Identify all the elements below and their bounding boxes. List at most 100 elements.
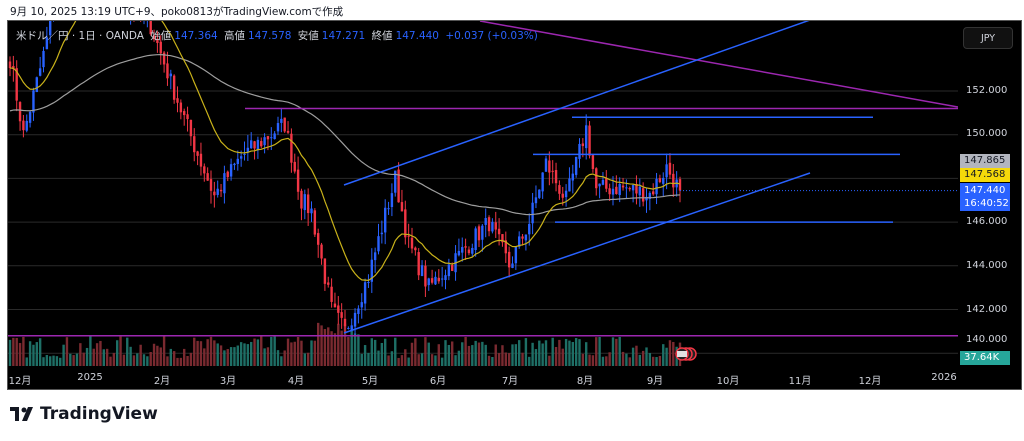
candle-body xyxy=(229,164,233,177)
candle-body xyxy=(263,137,266,146)
volume-bar xyxy=(507,353,511,366)
volume-bar xyxy=(414,338,417,366)
candle-body xyxy=(501,234,504,243)
candle-body xyxy=(625,187,628,189)
price-tick: 150.000 xyxy=(966,128,1008,139)
candle-body xyxy=(578,143,581,159)
volume-bar xyxy=(79,343,82,366)
volume-bar xyxy=(333,333,337,366)
volume-bar xyxy=(85,347,89,366)
candle-body xyxy=(380,232,384,235)
candle-body xyxy=(507,251,511,268)
candle-body xyxy=(585,125,588,149)
candle-body xyxy=(581,143,585,147)
candle-body xyxy=(638,186,641,196)
price-tick: 142.000 xyxy=(966,304,1008,315)
volume-bar xyxy=(605,356,608,366)
bar-countdown: 16:40:52 xyxy=(964,198,1009,209)
volume-bar xyxy=(109,356,112,366)
candle-body xyxy=(206,173,209,181)
volume-bar xyxy=(648,353,652,366)
time-tick: 6月 xyxy=(429,376,447,387)
candle-body xyxy=(270,137,273,139)
candle-body xyxy=(377,236,380,252)
volume-bar xyxy=(102,349,105,366)
volume-label: 37.64K xyxy=(960,351,1010,365)
candle-body xyxy=(384,207,387,233)
candle-body xyxy=(477,226,481,241)
trend-line-purple xyxy=(479,21,958,108)
price-label-last: 147.440 16:40:52 xyxy=(960,183,1010,211)
candle-body xyxy=(464,246,467,248)
candle-body xyxy=(136,7,138,18)
time-tick: 8月 xyxy=(576,376,594,387)
candle-body xyxy=(635,183,638,194)
candle-body xyxy=(290,133,293,163)
volume-bar xyxy=(558,339,561,366)
candle-body xyxy=(337,305,340,313)
candle-body xyxy=(56,0,58,15)
candle-body xyxy=(52,16,54,20)
candle-body xyxy=(38,68,42,76)
volume-bar xyxy=(49,356,52,366)
volume-bar xyxy=(62,344,65,366)
volume-bar xyxy=(303,353,306,366)
volume-bar xyxy=(461,342,464,366)
slow-moving-average xyxy=(9,54,681,216)
volume-bar xyxy=(467,345,471,366)
volume-bar xyxy=(327,327,330,366)
candle-body xyxy=(219,189,223,192)
volume-bar xyxy=(534,349,538,366)
tradingview-logo[interactable]: TradingView xyxy=(10,404,158,424)
candle-body xyxy=(481,225,484,240)
volume-bar xyxy=(12,337,15,366)
chart-panel[interactable] xyxy=(7,20,1022,390)
candle-body xyxy=(497,228,501,235)
volume-bar xyxy=(440,357,444,366)
time-tick: 3月 xyxy=(219,376,237,387)
candle-body xyxy=(440,278,444,280)
symbol-name[interactable]: 米ドル／円 · 1日 · OANDA xyxy=(16,30,144,42)
candle-body xyxy=(407,235,410,237)
volume-bar xyxy=(524,338,528,366)
candle-body xyxy=(159,41,162,54)
volume-bar xyxy=(404,349,407,366)
candle-body xyxy=(363,282,367,304)
candle-body xyxy=(558,185,561,194)
volume-bar xyxy=(253,338,256,366)
candle-body xyxy=(658,178,662,183)
volume-bar xyxy=(129,346,132,366)
volume-bar xyxy=(119,336,122,366)
volume-bar xyxy=(454,355,457,366)
price-tick: 146.000 xyxy=(966,216,1008,227)
time-tick: 9月 xyxy=(646,376,664,387)
candle-body xyxy=(129,12,131,13)
volume-bar xyxy=(521,352,524,366)
volume-bar xyxy=(286,338,290,366)
candle-body xyxy=(491,221,494,232)
volume-bar xyxy=(213,340,216,366)
volume-bar xyxy=(263,348,266,366)
price-label-slow-ma: 147.865 xyxy=(960,154,1010,168)
candle-body xyxy=(126,12,128,14)
candle-body xyxy=(340,312,343,318)
chart-caption: 9月 10, 2025 13:19 UTC+9、poko0813がTrading… xyxy=(10,6,344,18)
candle-body xyxy=(387,208,390,210)
volume-bar xyxy=(578,339,581,366)
volume-bar xyxy=(206,339,209,366)
candle-body xyxy=(457,250,461,256)
volume-bar xyxy=(320,325,323,366)
volume-bar xyxy=(112,352,116,366)
candle-body xyxy=(320,244,323,259)
volume-bar xyxy=(360,353,363,366)
candle-body xyxy=(518,236,521,247)
volume-bar xyxy=(363,345,367,366)
currency-button[interactable]: JPY xyxy=(963,27,1013,49)
candle-body xyxy=(183,111,186,116)
volume-bar xyxy=(156,345,159,366)
volume-bar xyxy=(330,331,333,366)
candle-body xyxy=(343,318,347,327)
volume-bar xyxy=(159,347,162,366)
close-label: 終値 xyxy=(371,30,393,42)
